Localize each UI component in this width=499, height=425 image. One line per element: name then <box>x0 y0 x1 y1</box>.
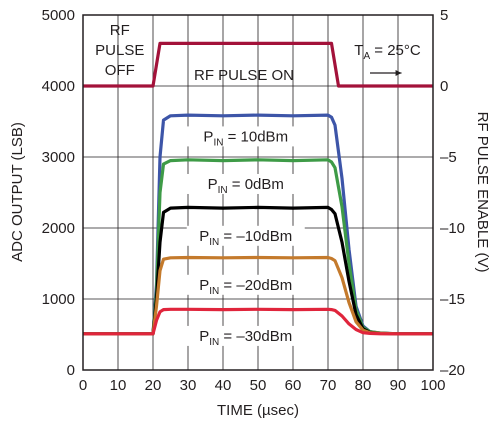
x-tick-label: 60 <box>285 377 302 394</box>
x-tick-label: 70 <box>320 377 337 394</box>
x-tick-label: 0 <box>79 377 87 394</box>
plot-frame <box>82 14 434 371</box>
y2-tick-label: –10 <box>440 220 465 237</box>
ticks: 0 10 20 30 40 50 60 70 80 90 100010002000300040005… <box>42 7 465 394</box>
x-tick-label: 30 <box>180 377 197 394</box>
y-axis-title: ADC OUTPUT (LSB) <box>9 122 26 262</box>
annotation-rf-pulse-off: OFF <box>105 62 135 79</box>
x-axis-title: TIME (µsec) <box>217 402 299 419</box>
annotation-label-bg <box>186 225 305 246</box>
annotation-pin-label: PIN = –30dBm <box>199 328 292 348</box>
annotation-temperature: TA = 25°C <box>354 42 421 62</box>
x-tick-label: 90 <box>390 377 407 394</box>
annotation-label-bg <box>186 126 305 147</box>
x-tick-label: 80 <box>355 377 372 394</box>
y2-tick-label: –5 <box>440 149 457 166</box>
y-tick-label: 3000 <box>42 149 75 166</box>
y2-tick-label: –15 <box>440 291 465 308</box>
annotations: RF PULSE OFF RF PULSE ON TA = 25°C PIN = 10dB… <box>95 22 421 348</box>
x-tick-label: 20 <box>145 377 162 394</box>
series-line-pin-5 <box>83 307 433 336</box>
annotation-label-bg <box>186 274 305 295</box>
y-tick-label: 4000 <box>42 78 75 95</box>
y2-tick-label: –20 <box>440 362 465 379</box>
x-tick-label: 50 <box>250 377 267 394</box>
annotation-label-bg <box>186 325 305 346</box>
y-tick-label: 1000 <box>42 291 75 308</box>
annotation-pin-label: PIN = –10dBm <box>199 228 292 248</box>
y2-axis-title: RF PULSE ENABLE (V) <box>474 112 491 273</box>
annotation-pin-label: PIN = –20dBm <box>199 277 292 297</box>
y2-tick-label: 5 <box>440 7 448 24</box>
x-tick-label: 10 <box>110 377 127 394</box>
series-layer <box>83 41 433 336</box>
annotation-pin-label: PIN = 0dBm <box>208 176 284 196</box>
y-tick-label: 2000 <box>42 220 75 237</box>
annotation-rf-pulse-off: PULSE <box>95 42 144 59</box>
annotation-rf-pulse-on: RF PULSE ON <box>194 67 294 84</box>
annotation-arrow-head <box>395 70 402 76</box>
series-line-rf-pulse-enable <box>83 41 433 88</box>
annotation-label-bg <box>186 173 305 194</box>
annotation-rf-pulse-off: RF <box>110 22 130 39</box>
y2-tick-label: 0 <box>440 78 448 95</box>
x-tick-label: 100 <box>420 377 445 394</box>
y-tick-label: 5000 <box>42 7 75 24</box>
x-tick-label: 40 <box>215 377 232 394</box>
annotation-pin-label: PIN = 10dBm <box>203 128 288 148</box>
y-tick-label: 0 <box>67 362 75 379</box>
